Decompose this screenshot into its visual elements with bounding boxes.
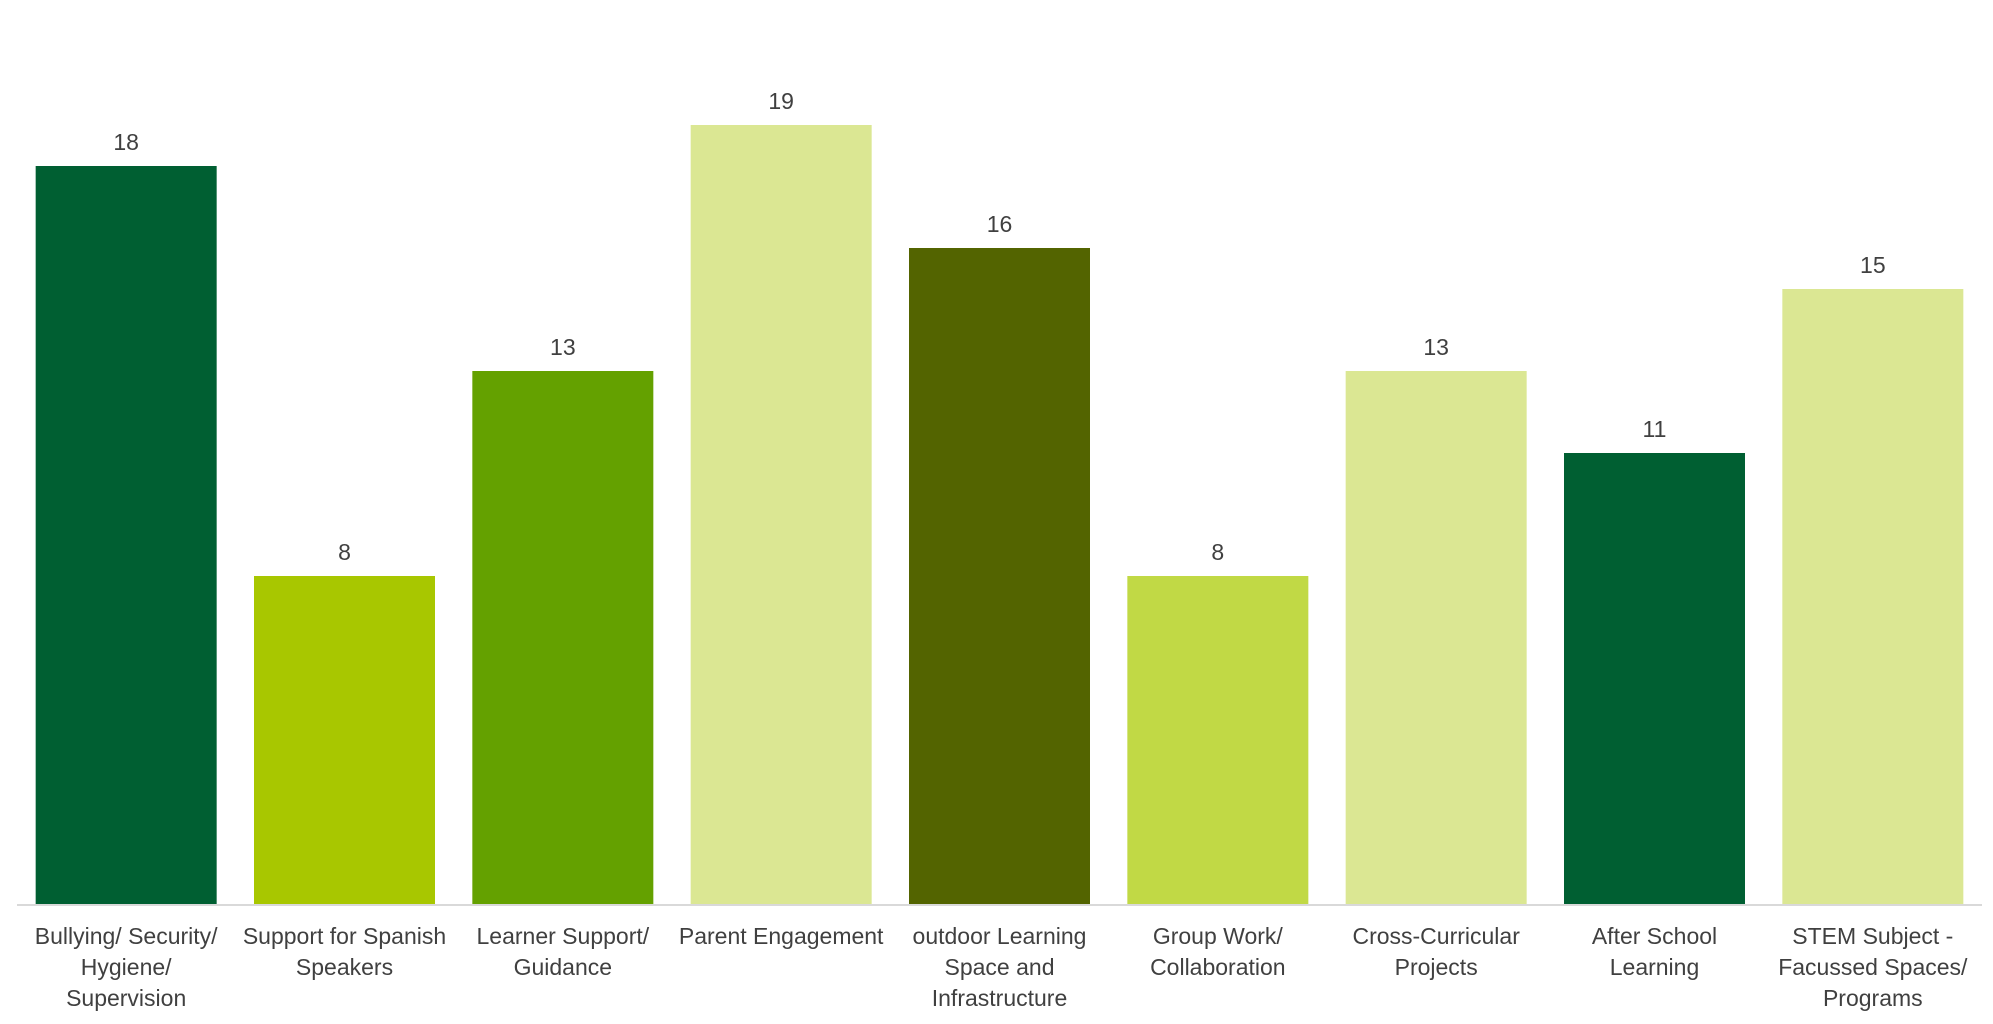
x-tick-label-8-line-2: Programs bbox=[1823, 985, 1923, 1011]
x-tick-label-6: Cross-Curricular Projects bbox=[1352, 923, 1520, 980]
x-tick-label-0-line-0: Bullying/ Security/ bbox=[35, 923, 218, 949]
x-tick-label-7-line-1: Learning bbox=[1610, 954, 1700, 980]
x-tick-label-4-line-2: Infrastructure bbox=[932, 985, 1068, 1011]
x-tick-label-6-line-1: Projects bbox=[1395, 954, 1478, 980]
value-label-1: 8 bbox=[338, 539, 351, 565]
x-tick-label-2-line-0: Learner Support/ bbox=[477, 923, 650, 949]
bar-2 bbox=[472, 371, 654, 904]
x-tick-label-1-line-0: Support for Spanish bbox=[243, 923, 446, 949]
x-tick-label-1-line-1: Speakers bbox=[296, 954, 393, 980]
x-tick-label-3-line-0: Parent Engagement bbox=[679, 923, 884, 949]
x-tick-label-2-line-1: Guidance bbox=[514, 954, 612, 980]
x-tick-label-6-line-0: Cross-Curricular bbox=[1352, 923, 1520, 949]
value-label-5: 8 bbox=[1211, 539, 1224, 565]
bar-4 bbox=[909, 248, 1090, 904]
value-label-2: 13 bbox=[550, 334, 576, 360]
bar-3 bbox=[690, 125, 872, 904]
x-tick-label-7: After School Learning bbox=[1592, 923, 1717, 980]
x-tick-label-3: Parent Engagement bbox=[679, 923, 884, 949]
x-tick-label-4: outdoor Learning Space and Infrastructure bbox=[913, 923, 1087, 1011]
x-tick-label-4-line-0: outdoor Learning bbox=[913, 923, 1087, 949]
x-tick-label-0: Bullying/ Security/Hygiene/Supervision bbox=[35, 923, 218, 1011]
value-labels-group: 18 8 13 19 16 8 13 11 15 bbox=[113, 88, 1885, 565]
bar-6 bbox=[1345, 371, 1527, 904]
x-tick-label-7-line-0: After School bbox=[1592, 923, 1717, 949]
x-tick-label-0-line-1: Hygiene/ bbox=[81, 954, 172, 980]
value-label-7: 11 bbox=[1643, 416, 1667, 442]
value-label-4: 16 bbox=[987, 211, 1013, 237]
x-tick-label-5-line-0: Group Work/ bbox=[1153, 923, 1284, 949]
x-tick-label-0-line-2: Supervision bbox=[66, 985, 186, 1011]
x-tick-label-1: Support for Spanish Speakers bbox=[243, 923, 446, 980]
bar-1 bbox=[254, 576, 435, 904]
bar-0 bbox=[35, 166, 217, 904]
x-tick-label-4-line-1: Space and bbox=[945, 954, 1055, 980]
x-tick-label-8-line-1: Facussed Spaces/ bbox=[1778, 954, 1968, 980]
bars-group bbox=[35, 125, 1964, 904]
value-label-8: 15 bbox=[1860, 252, 1886, 278]
x-tick-label-8: STEM Subject - Facussed Spaces/Programs bbox=[1778, 923, 1968, 1011]
bar-7 bbox=[1564, 453, 1745, 904]
x-tick-labels-group: Bullying/ Security/Hygiene/SupervisionSu… bbox=[35, 923, 1968, 1011]
x-tick-label-5: Group Work/Collaboration bbox=[1150, 923, 1286, 980]
value-label-0: 18 bbox=[113, 129, 139, 155]
x-tick-label-8-line-0: STEM Subject - bbox=[1792, 923, 1953, 949]
x-tick-label-5-line-1: Collaboration bbox=[1150, 954, 1286, 980]
bar-8 bbox=[1782, 289, 1964, 904]
value-label-3: 19 bbox=[768, 88, 794, 114]
bar-5 bbox=[1127, 576, 1309, 904]
x-tick-label-2: Learner Support/Guidance bbox=[477, 923, 650, 980]
value-label-6: 13 bbox=[1423, 334, 1449, 360]
